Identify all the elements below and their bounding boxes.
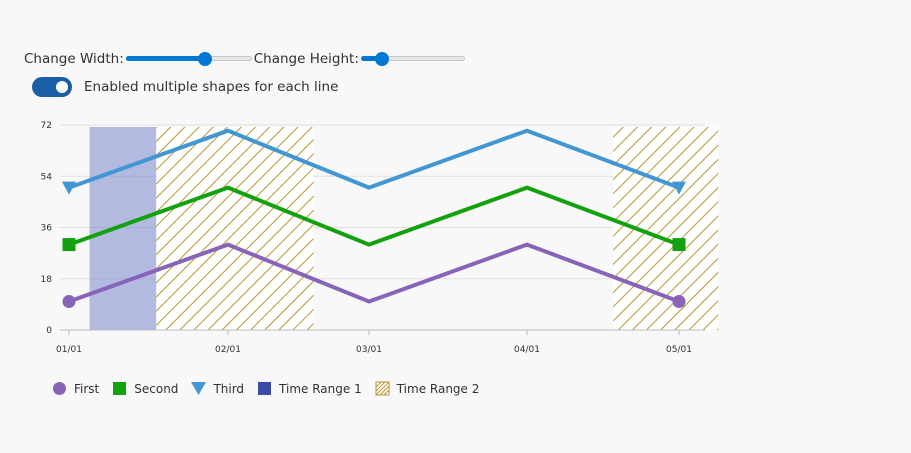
chart-legend: First Second Third Time Range 1 Time Range 2 [52, 381, 492, 396]
point-marker[interactable] [672, 295, 686, 309]
chart-controls: Change Width: Change Height: [24, 50, 467, 68]
height-slider[interactable] [360, 50, 465, 68]
y-tick-label: 72 [41, 121, 52, 131]
axes: 0 18 36 54 72 01/01 02/01 03/01 04/01 05/01 [41, 121, 705, 355]
legend-label: Second [134, 381, 179, 396]
width-slider[interactable] [125, 50, 252, 68]
x-tick-label: 01/01 [56, 345, 82, 355]
legend-item[interactable]: Third [191, 381, 244, 396]
point-marker[interactable] [672, 181, 686, 195]
legend-item[interactable]: Time Range 1 [257, 381, 362, 396]
series-lines [68, 128, 680, 304]
x-tick-label: 05/01 [666, 345, 692, 355]
y-tick-label: 54 [41, 172, 53, 182]
legend-swatch [258, 382, 272, 395]
series-markers [62, 181, 686, 309]
toggle-label: Enabled multiple shapes for each line [84, 79, 339, 95]
legend-label: Time Range 1 [279, 381, 362, 396]
height-slider-thumb[interactable] [374, 52, 389, 66]
y-tick-label: 0 [46, 326, 52, 336]
multi-shape-toggle-row: Enabled multiple shapes for each line [32, 77, 338, 97]
time-ranges [89, 127, 719, 330]
series-line-first [68, 242, 680, 304]
legend-label: First [74, 381, 100, 396]
legend-swatch [53, 382, 66, 395]
legend-swatch [191, 382, 207, 395]
point-marker[interactable] [62, 295, 76, 309]
legend-label: Time Range 2 [396, 381, 480, 396]
x-tick-label: 02/01 [215, 345, 241, 355]
point-marker[interactable] [672, 238, 686, 252]
legend-item[interactable]: Time Range 2 [375, 381, 480, 396]
legend-label: Third [213, 381, 245, 396]
height-label: Change Height: [253, 51, 359, 67]
width-label: Change Width: [24, 51, 124, 67]
multi-shape-toggle[interactable] [32, 77, 72, 97]
legend-swatch [375, 381, 390, 396]
y-tick-label: 36 [41, 224, 53, 234]
x-tick-label: 03/01 [356, 345, 382, 355]
legend-item[interactable]: First [52, 381, 99, 396]
point-marker[interactable] [62, 238, 76, 252]
width-slider-fill [125, 56, 206, 61]
x-tick-label: 04/01 [514, 345, 540, 355]
height-slider-fill [360, 56, 382, 61]
time-range-band [613, 127, 719, 330]
toggle-knob [56, 81, 68, 93]
series-line-second [68, 185, 680, 247]
point-marker[interactable] [62, 181, 76, 195]
legend-item[interactable]: Second [112, 381, 178, 396]
time-range-band [156, 127, 314, 330]
y-tick-label: 18 [41, 275, 53, 285]
series-line-third [68, 128, 680, 190]
legend-swatch [113, 382, 127, 395]
width-slider-thumb[interactable] [198, 52, 213, 66]
